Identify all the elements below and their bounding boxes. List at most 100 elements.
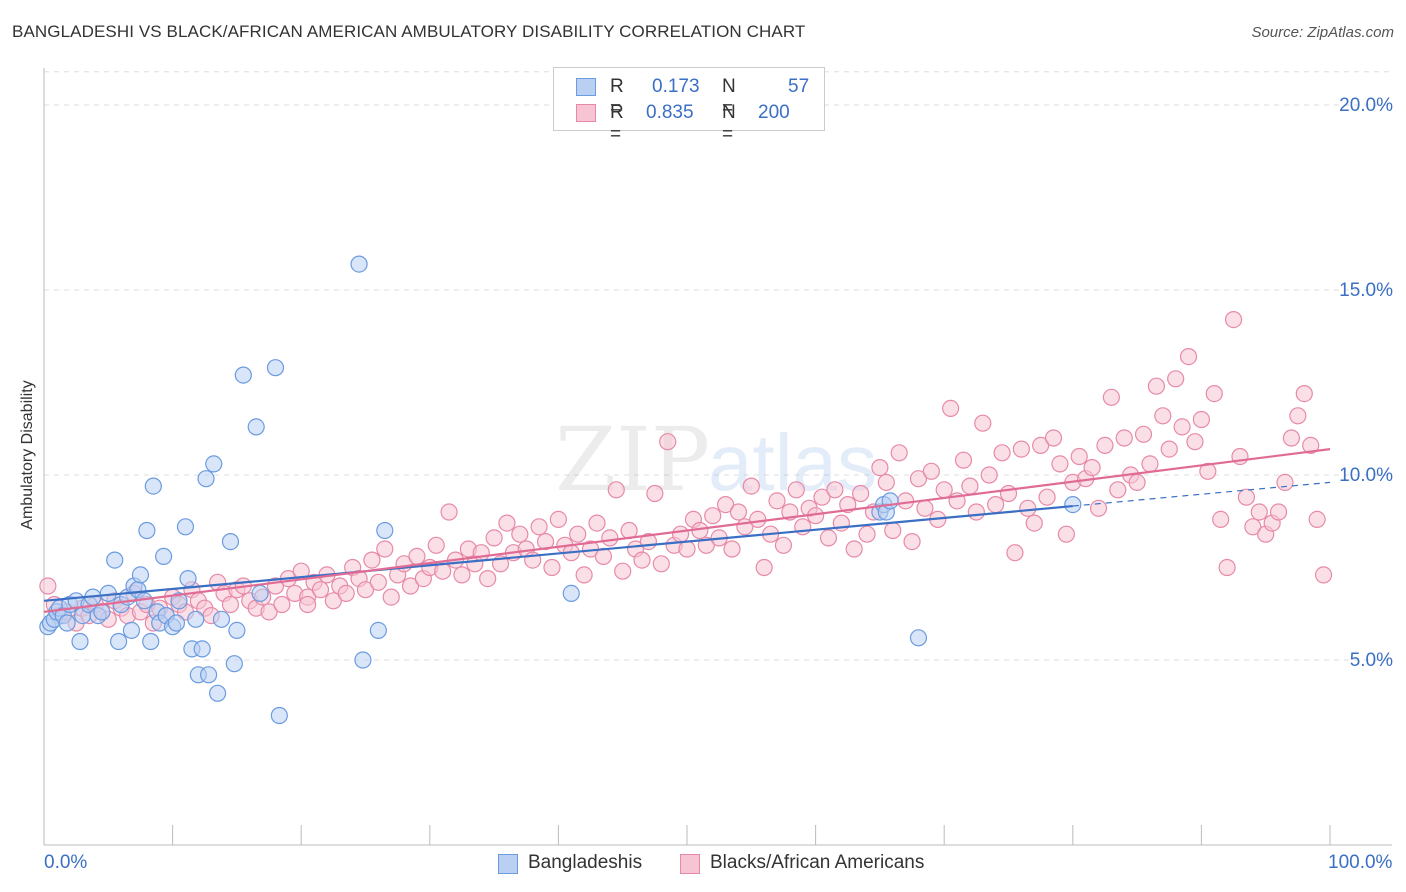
point-blacks	[1089, 499, 1108, 517]
bottom-legend-swatch-pink	[680, 854, 700, 874]
point-blacks	[980, 466, 998, 484]
point-blacks	[1218, 558, 1236, 577]
point-blacks	[453, 566, 471, 584]
legend-n-value: 57	[788, 76, 810, 97]
point-bangladeshis	[228, 621, 246, 640]
point-blacks	[376, 540, 394, 558]
point-bangladeshis	[170, 592, 188, 610]
point-bangladeshis	[221, 532, 240, 551]
point-blacks	[652, 555, 670, 573]
point-bangladeshis	[1064, 496, 1082, 514]
legend-swatch-pink	[576, 104, 596, 122]
point-blacks	[749, 510, 767, 529]
point-blacks	[260, 603, 278, 621]
point-blacks	[536, 532, 555, 551]
point-blacks	[1128, 473, 1146, 491]
point-blacks	[1051, 455, 1069, 473]
point-blacks	[363, 551, 381, 569]
point-blacks	[356, 581, 375, 599]
point-blacks	[729, 503, 748, 521]
point-blacks	[1147, 377, 1165, 395]
point-blacks	[826, 481, 844, 499]
point-blacks	[967, 503, 985, 521]
y-tick-label: 5.0%	[1350, 650, 1393, 671]
point-blacks	[1237, 488, 1256, 506]
point-blacks	[221, 595, 240, 614]
point-blacks	[993, 444, 1011, 462]
point-blacks	[1012, 440, 1030, 458]
point-bangladeshis	[193, 640, 211, 658]
legend-n-value: 200	[758, 102, 790, 123]
point-blacks	[1070, 447, 1088, 466]
point-blacks	[614, 562, 632, 580]
point-bangladeshis	[909, 629, 928, 647]
stats-legend: R = 0.173 N = 57 R = 0.835 N = 200	[553, 67, 825, 145]
point-bangladeshis	[179, 569, 197, 588]
point-blacks	[723, 540, 741, 558]
y-tick-labels: 5.0% 10.0% 15.0% 20.0%	[1339, 95, 1393, 671]
point-blacks	[1109, 481, 1127, 499]
grid-lines	[44, 71, 1392, 661]
point-blacks	[659, 433, 677, 451]
point-blacks	[1308, 510, 1326, 529]
point-blacks	[1295, 385, 1313, 403]
point-blacks	[877, 473, 895, 491]
point-bangladeshis	[369, 621, 387, 640]
point-blacks	[408, 547, 426, 566]
trend-line-blacks	[43, 448, 1331, 613]
point-bangladeshis	[71, 632, 89, 651]
bottom-legend-swatch-blue	[498, 854, 518, 874]
point-blacks	[1244, 518, 1262, 536]
point-blacks	[1250, 503, 1268, 521]
legend-n-label: N =	[722, 102, 736, 145]
point-bangladeshis	[354, 651, 372, 669]
point-blacks	[1212, 510, 1230, 529]
point-blacks	[1115, 429, 1133, 447]
point-blacks	[273, 595, 291, 614]
point-blacks	[922, 462, 940, 480]
point-blacks	[1083, 459, 1101, 477]
point-blacks	[942, 399, 960, 417]
point-bangladeshis	[234, 366, 252, 384]
point-blacks	[999, 484, 1018, 503]
point-bangladeshis	[197, 470, 215, 488]
point-blacks	[954, 451, 973, 469]
point-blacks	[935, 481, 953, 499]
point-blacks	[890, 444, 908, 462]
point-blacks	[1302, 436, 1320, 454]
point-blacks	[1192, 410, 1211, 429]
point-blacks	[787, 481, 805, 499]
point-blacks	[897, 492, 915, 510]
point-bangladeshis	[209, 684, 227, 702]
point-blacks	[1205, 385, 1223, 403]
trend-line-bangladeshis	[43, 504, 1073, 602]
point-blacks	[819, 529, 838, 547]
point-bangladeshis	[247, 418, 265, 436]
point-blacks	[607, 481, 625, 499]
point-blacks	[479, 569, 497, 588]
point-blacks	[1032, 436, 1050, 454]
point-blacks	[549, 510, 568, 529]
y-tick-label: 10.0%	[1339, 465, 1393, 486]
point-bangladeshis	[562, 584, 580, 603]
point-blacks	[311, 581, 330, 599]
point-blacks	[530, 518, 548, 536]
point-bangladeshis	[131, 566, 150, 584]
point-bangladeshis	[212, 610, 231, 628]
point-blacks	[1057, 525, 1075, 543]
x-tick-label-min: 0.0%	[44, 852, 88, 873]
axes	[43, 68, 1392, 846]
point-bangladeshis	[270, 706, 288, 725]
point-bangladeshis	[109, 632, 128, 651]
point-bangladeshis	[138, 521, 156, 540]
point-blacks	[1167, 370, 1185, 388]
point-blacks	[543, 558, 561, 577]
point-bangladeshis	[376, 521, 394, 540]
point-bangladeshis	[144, 477, 162, 495]
point-blacks	[646, 484, 664, 503]
point-blacks	[1224, 311, 1243, 329]
watermark-zip: ZIP	[555, 408, 710, 511]
chart-title: BANGLADESHI VS BLACK/AFRICAN AMERICAN AM…	[12, 22, 806, 41]
point-bangladeshis	[266, 359, 285, 377]
point-blacks	[852, 484, 870, 503]
